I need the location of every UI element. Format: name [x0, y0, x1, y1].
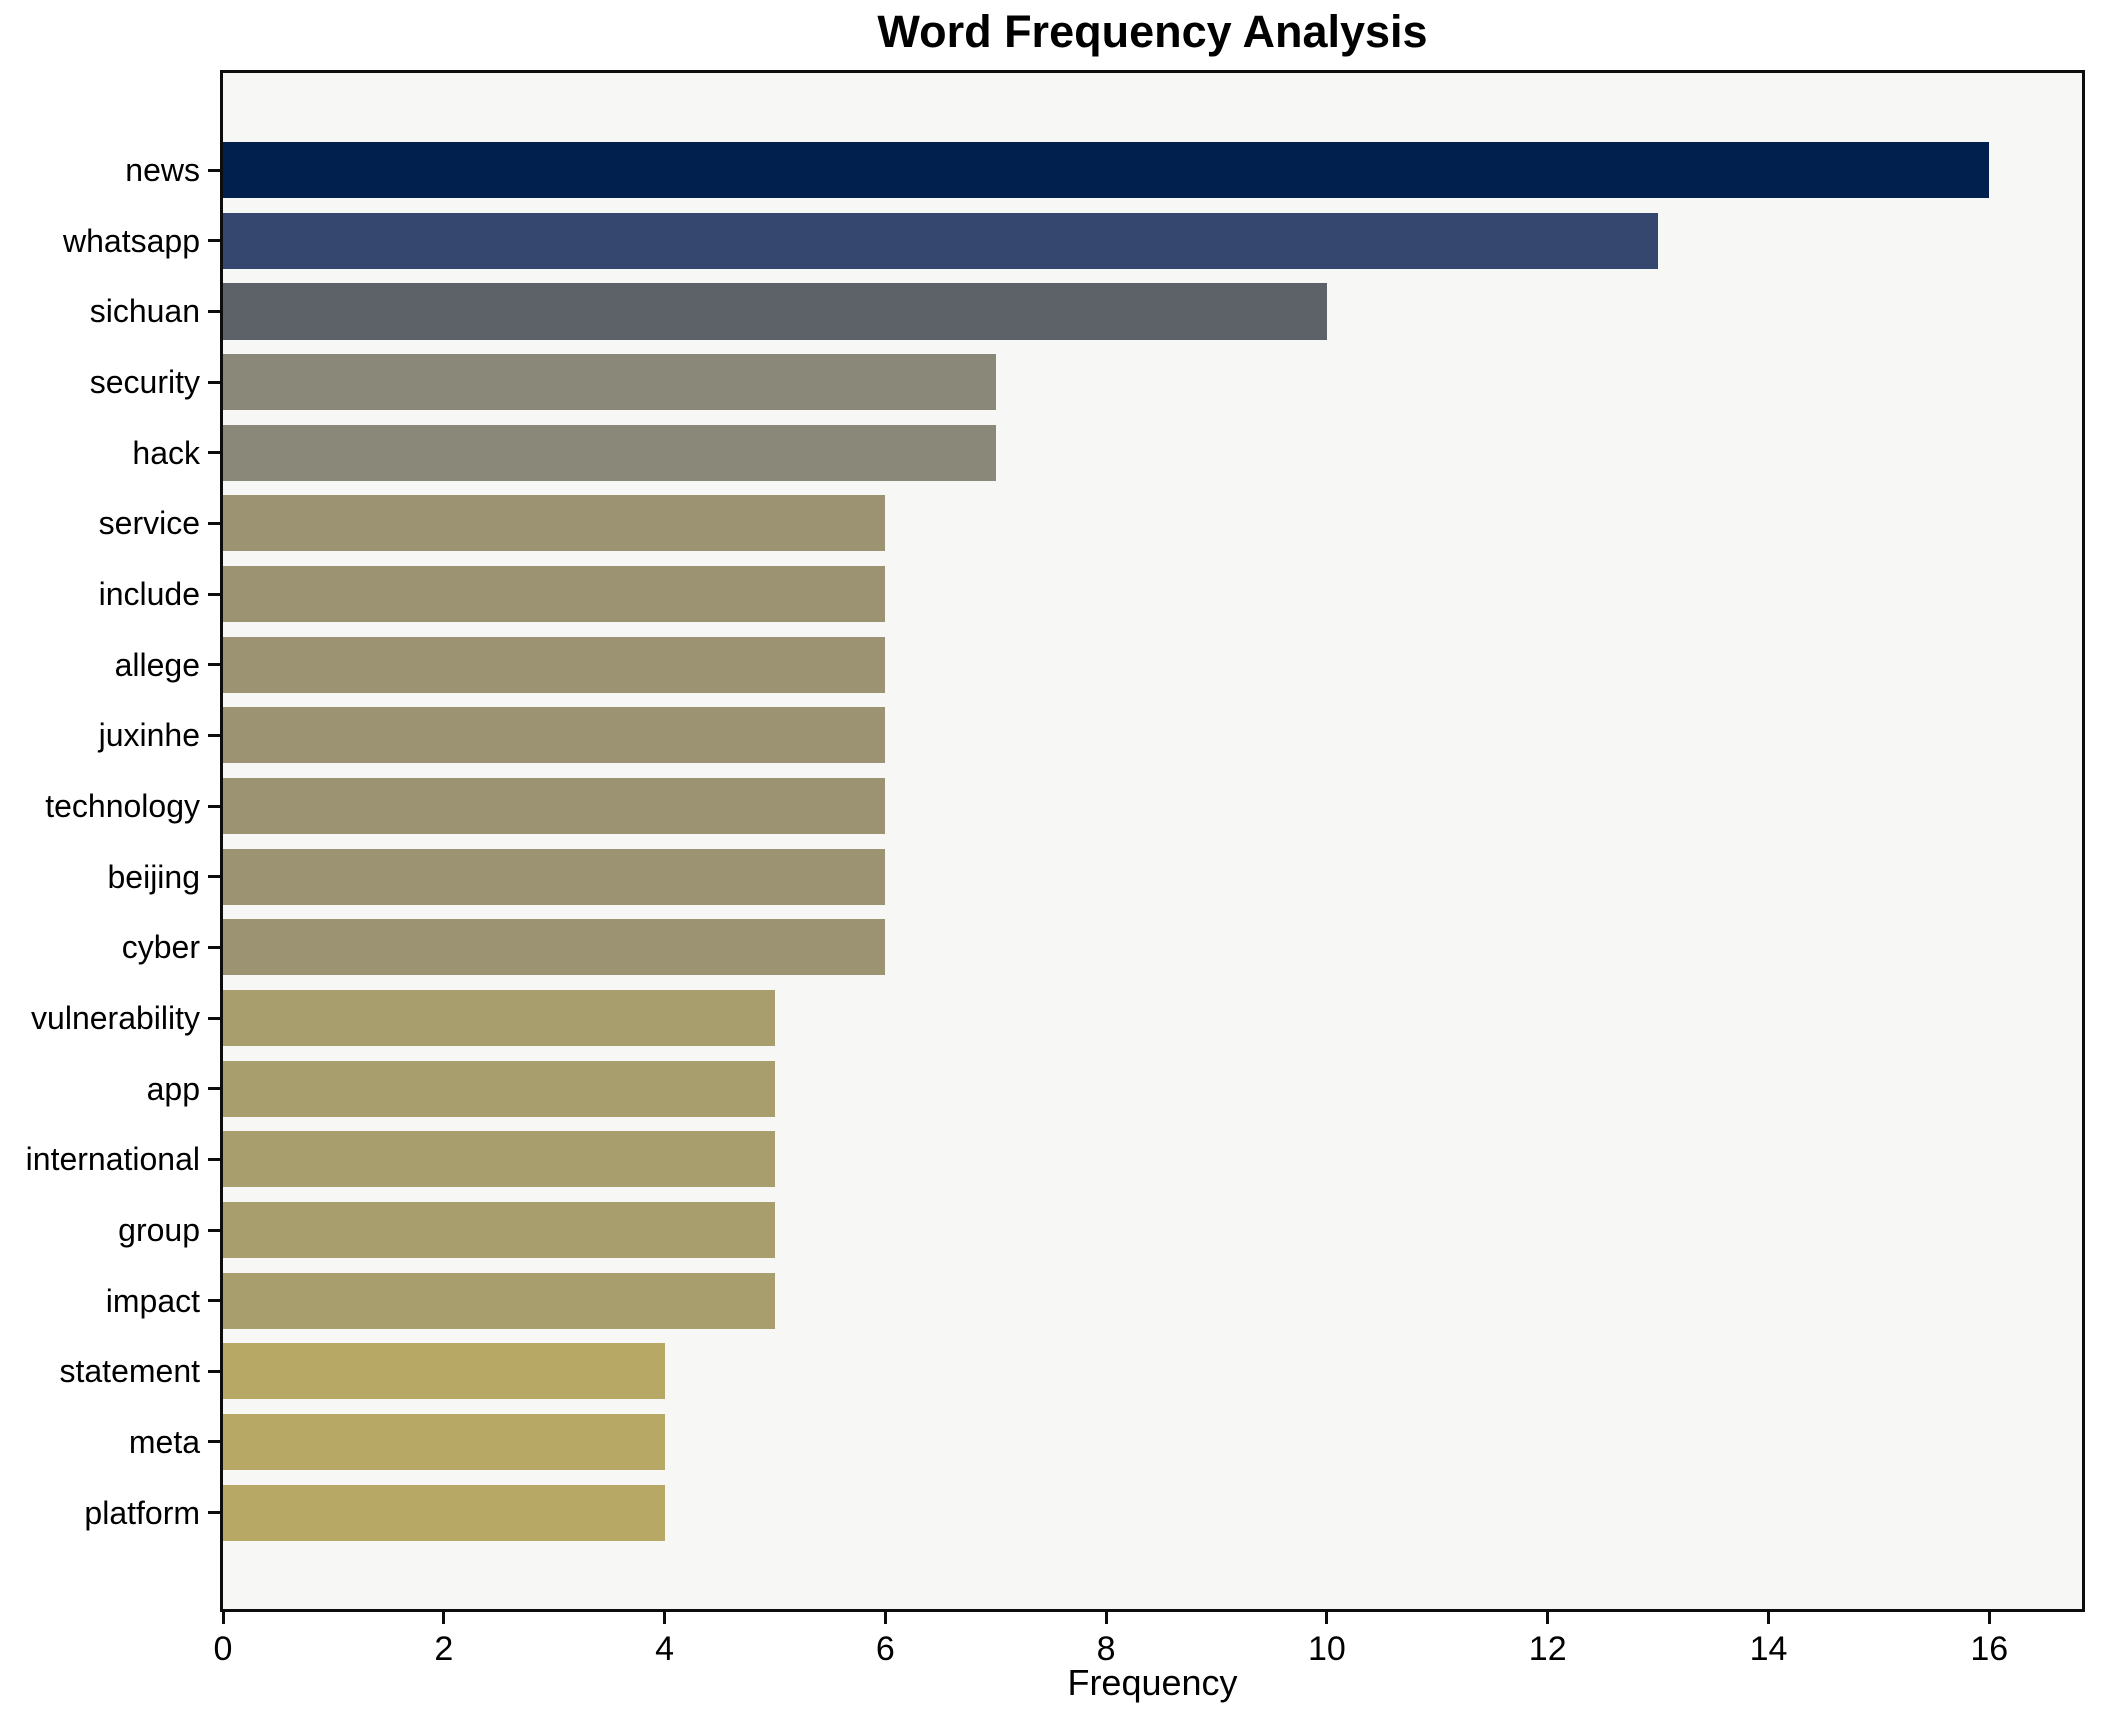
y-tick-label-include: include	[98, 576, 200, 613]
x-tick-label-8: 8	[1096, 1630, 1116, 1668]
bar-allege	[223, 636, 886, 693]
x-tick-label-2: 2	[434, 1630, 454, 1668]
y-tick-label-allege: allege	[114, 646, 200, 683]
x-tick-mark	[442, 1612, 446, 1624]
x-tick-label-14: 14	[1749, 1630, 1788, 1668]
y-tick-mark	[208, 592, 220, 596]
x-tick-mark	[221, 1612, 225, 1624]
x-tick-label-12: 12	[1528, 1630, 1567, 1668]
x-tick-label-0: 0	[213, 1630, 233, 1668]
y-tick-label-meta: meta	[128, 1423, 200, 1460]
y-tick-label-cyber: cyber	[121, 929, 200, 966]
x-axis-label: Frequency	[1067, 1662, 1238, 1703]
y-tick-mark	[208, 239, 220, 243]
x-tick-mark	[1104, 1612, 1108, 1624]
bar-sichuan	[223, 283, 1327, 340]
y-tick-label-group: group	[118, 1212, 200, 1248]
y-tick-label-sichuan: sichuan	[89, 293, 200, 330]
y-tick-mark	[208, 875, 220, 879]
y-tick-label-impact: impact	[105, 1282, 200, 1319]
y-tick-label-news: news	[125, 152, 200, 189]
bar-statement	[223, 1343, 665, 1400]
bar-cyber	[223, 919, 886, 976]
y-tick-mark	[208, 1511, 220, 1515]
y-tick-mark	[208, 168, 220, 172]
y-tick-mark	[208, 1016, 220, 1020]
y-tick-label-whatsapp: whatsapp	[63, 222, 200, 259]
y-tick-label-hack: hack	[132, 434, 200, 471]
x-tick-mark	[883, 1612, 887, 1624]
y-tick-label-international: international	[25, 1141, 200, 1178]
x-tick-label-4: 4	[655, 1630, 675, 1668]
y-tick-label-juxinhe: juxinhe	[98, 717, 200, 754]
y-tick-label-technology: technology	[45, 788, 200, 825]
y-tick-mark	[208, 945, 220, 949]
bar-service	[223, 495, 886, 552]
y-tick-label-app: app	[146, 1070, 200, 1107]
y-tick-mark	[208, 663, 220, 667]
bar-app	[223, 1060, 775, 1117]
y-tick-mark	[208, 804, 220, 808]
y-tick-label-statement: statement	[59, 1353, 200, 1390]
x-tick-mark	[1766, 1612, 1770, 1624]
x-tick-mark	[1987, 1612, 1991, 1624]
bar-group	[223, 1201, 775, 1259]
y-tick-mark	[208, 1157, 220, 1161]
y-tick-label-vulnerability: vulnerability	[31, 1000, 200, 1037]
x-tick-mark	[663, 1612, 667, 1624]
bar-vulnerability	[223, 989, 775, 1047]
y-tick-label-platform: platform	[84, 1494, 200, 1531]
bar-beijing	[223, 848, 886, 905]
y-tick-mark	[208, 309, 220, 313]
bar-security	[223, 353, 996, 411]
bar-hack	[223, 424, 996, 481]
y-tick-mark	[208, 1440, 220, 1444]
y-tick-mark	[208, 1087, 220, 1091]
bar-news	[223, 142, 1990, 199]
x-tick-mark	[1546, 1612, 1550, 1624]
y-tick-mark	[208, 451, 220, 455]
bar-whatsapp	[223, 212, 1659, 269]
y-tick-label-beijing: beijing	[107, 858, 200, 895]
bar-meta	[223, 1413, 665, 1471]
y-tick-label-service: service	[98, 505, 200, 542]
plot-area	[220, 70, 2085, 1612]
y-tick-mark	[208, 733, 220, 737]
y-tick-mark	[208, 380, 220, 384]
bar-impact	[223, 1272, 775, 1329]
y-tick-label-security: security	[89, 364, 200, 401]
bar-include	[223, 565, 886, 623]
y-tick-mark	[208, 1369, 220, 1373]
y-tick-mark	[208, 521, 220, 525]
bar-platform	[223, 1484, 665, 1541]
bar-international	[223, 1131, 775, 1188]
y-tick-mark	[208, 1299, 220, 1303]
x-tick-label-6: 6	[875, 1630, 895, 1668]
y-tick-mark	[208, 1228, 220, 1232]
chart-title: Word Frequency Analysis	[877, 6, 1428, 57]
x-tick-label-16: 16	[1970, 1630, 2009, 1668]
bar-juxinhe	[223, 707, 886, 764]
bar-technology	[223, 777, 886, 835]
x-tick-mark	[1325, 1612, 1329, 1624]
x-tick-label-10: 10	[1307, 1630, 1346, 1668]
